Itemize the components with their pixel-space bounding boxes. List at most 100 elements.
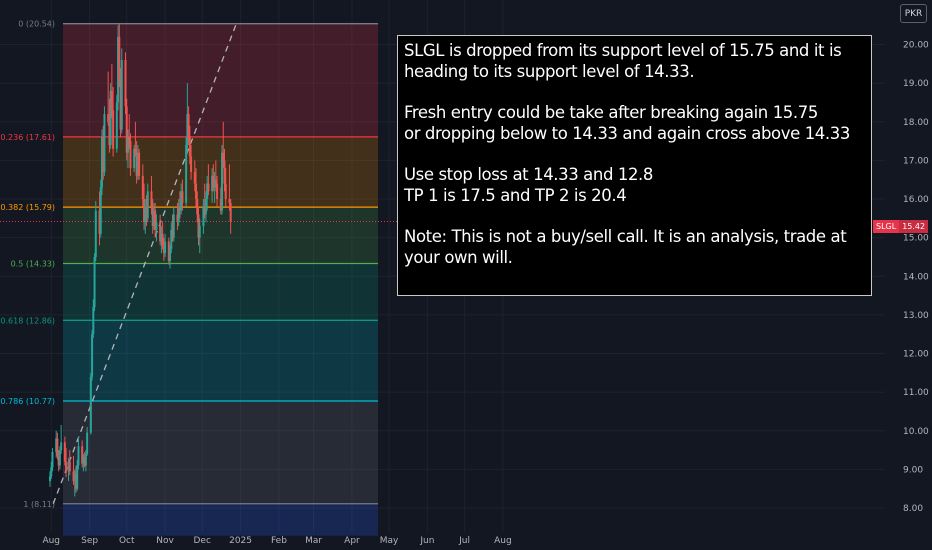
candle-body [154, 210, 157, 230]
candle [120, 48, 123, 134]
candle [100, 129, 103, 196]
time-tick-label: Feb [271, 536, 287, 546]
fib-zone [63, 207, 378, 264]
candle [164, 233, 167, 257]
candle [133, 144, 136, 173]
candle-body [204, 199, 207, 215]
analysis-note[interactable]: SLGL is dropped from its support level o… [397, 35, 872, 296]
currency-button[interactable]: PKR [900, 4, 927, 23]
candle-body [60, 442, 63, 451]
candle-body [93, 256, 96, 308]
candle [150, 175, 153, 215]
candle-body [84, 453, 87, 466]
candle [60, 424, 63, 454]
trendline-segment [52, 23, 237, 504]
fib-zone [63, 320, 378, 402]
candle [170, 222, 173, 254]
candle [81, 440, 84, 468]
time-tick-label: Aug [42, 536, 60, 546]
candle-body [49, 476, 51, 481]
fib-zone [63, 263, 378, 321]
candle-body [63, 442, 66, 462]
candle-body [51, 452, 54, 468]
candle-body [74, 473, 77, 489]
candle [171, 214, 174, 242]
candle [188, 125, 191, 165]
candle-body [76, 465, 79, 489]
fib-zone [63, 401, 378, 504]
candle [161, 222, 164, 250]
candle [154, 202, 157, 238]
candle [187, 106, 190, 145]
candle-body [117, 36, 120, 103]
fib-level-label: 0.236 (17.61) [0, 133, 55, 142]
candle-body [94, 210, 97, 257]
candle [108, 98, 111, 153]
candle-body [125, 106, 128, 153]
candle-body [221, 152, 224, 211]
candle [110, 63, 113, 118]
candle-body [151, 206, 154, 227]
candle-body [222, 152, 225, 161]
price-axis[interactable]: 8.00 9.00 10.00 11.00 12.00 13.00 14.00 15.00 16… [903, 41, 929, 514]
candle [129, 133, 132, 176]
candle-body [77, 446, 80, 466]
price-tick-label: 14.00 [903, 272, 929, 282]
candle [103, 106, 106, 176]
candle-body [155, 222, 158, 230]
candle [119, 67, 122, 138]
candle [77, 436, 80, 470]
candle-body [229, 202, 232, 222]
candle [118, 23, 121, 88]
price-tick-label: 18.00 [903, 118, 929, 128]
candle-body [134, 148, 137, 153]
candle [56, 432, 59, 460]
candle [177, 199, 180, 227]
price-tick-label: 15.00 [903, 234, 929, 244]
candle-body [180, 191, 183, 211]
candle-body [109, 90, 112, 145]
candle [89, 372, 92, 435]
candle-body [159, 222, 162, 242]
candle-body [82, 457, 85, 464]
time-axis[interactable]: Aug Sep Oct Nov Dec 2025 Feb Mar Apr May Jun Jul Aug [42, 536, 511, 546]
price-tick-label: 16.00 [903, 195, 929, 205]
time-tick-label: Aug [494, 536, 512, 546]
candle-body [223, 160, 226, 184]
candle-body [91, 334, 94, 377]
candle [195, 168, 198, 207]
candle-body [152, 210, 155, 227]
candle [228, 164, 231, 211]
candle [74, 465, 77, 493]
candle [180, 183, 183, 215]
price-tick-label: 13.00 [903, 311, 929, 321]
fib-zone [63, 503, 378, 536]
candle [84, 450, 87, 472]
candle [197, 206, 200, 246]
candle [72, 455, 75, 485]
candle-body [150, 191, 153, 207]
time-tick-label: 2025 [229, 536, 252, 546]
candle [196, 191, 199, 223]
candle [172, 206, 175, 242]
candle-body [195, 183, 198, 200]
candle-body [145, 206, 148, 219]
candle [206, 175, 209, 211]
candle-body [196, 199, 199, 215]
candle [93, 253, 96, 312]
candle-body [161, 233, 164, 246]
candle [67, 457, 70, 481]
trendline[interactable] [52, 23, 237, 504]
fib-level-label: 0.5 (14.33) [11, 260, 55, 269]
candle [91, 330, 94, 381]
candle [94, 200, 97, 261]
fibonacci-retracement[interactable]: 0 (20.54) 0.236 (17.61) 0.382 (15.79) 0.5 (… [0, 20, 378, 536]
candle-body [212, 175, 215, 188]
candle [107, 71, 110, 126]
candle-body [89, 376, 92, 433]
candle-body [181, 191, 184, 203]
fib-level-label: 0.618 (12.86) [0, 316, 55, 325]
candle-body [172, 214, 175, 238]
time-tick-label: Oct [119, 536, 135, 546]
candle [92, 299, 95, 339]
